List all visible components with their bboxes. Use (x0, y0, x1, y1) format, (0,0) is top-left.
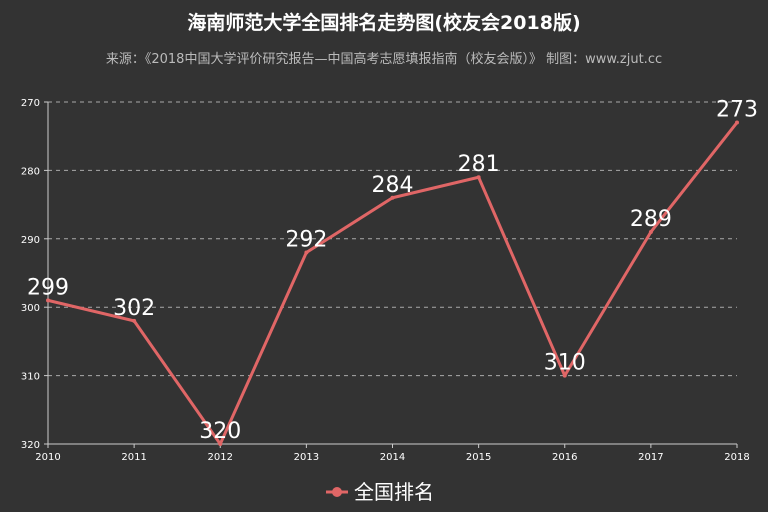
y-tick-label: 290 (21, 235, 40, 246)
x-tick-label: 2011 (121, 452, 146, 463)
data-point (390, 195, 395, 200)
data-point (476, 175, 481, 180)
data-point (46, 298, 50, 303)
data-label: 310 (544, 351, 586, 376)
data-label: 292 (285, 227, 327, 252)
y-tick-label: 270 (21, 98, 40, 109)
data-label: 302 (113, 296, 155, 321)
x-tick-label: 2018 (724, 452, 749, 463)
data-label: 320 (199, 419, 241, 444)
data-label: 299 (27, 275, 69, 300)
y-tick-label: 320 (21, 440, 40, 451)
data-label: 289 (630, 207, 672, 232)
data-label: 281 (458, 152, 500, 177)
chart-title: 海南师范大学全国排名走势图(校友会2018版) (187, 12, 581, 34)
x-tick-label: 2016 (552, 452, 577, 463)
data-point (304, 250, 309, 255)
data-point (735, 120, 739, 125)
data-label: 273 (716, 98, 758, 123)
data-point (218, 442, 223, 446)
legend-marker (332, 487, 342, 497)
data-point (648, 229, 653, 234)
chart-subtitle: 来源：《2018中国大学评价研究报告—中国高考志愿填报指南（校友会版）》 制图：… (105, 52, 663, 67)
y-tick-label: 310 (21, 372, 40, 383)
y-tick-label: 280 (21, 166, 40, 177)
x-tick-label: 2013 (294, 452, 319, 463)
data-point (132, 318, 137, 323)
legend-label[interactable]: 全国排名 (354, 480, 434, 504)
x-tick-label: 2015 (466, 452, 491, 463)
x-tick-label: 2012 (208, 452, 233, 463)
x-tick-label: 2010 (35, 452, 60, 463)
y-tick-label: 300 (21, 303, 40, 314)
data-point (562, 373, 567, 378)
data-label: 284 (372, 173, 414, 198)
x-tick-label: 2014 (380, 452, 405, 463)
x-tick-label: 2017 (638, 452, 663, 463)
